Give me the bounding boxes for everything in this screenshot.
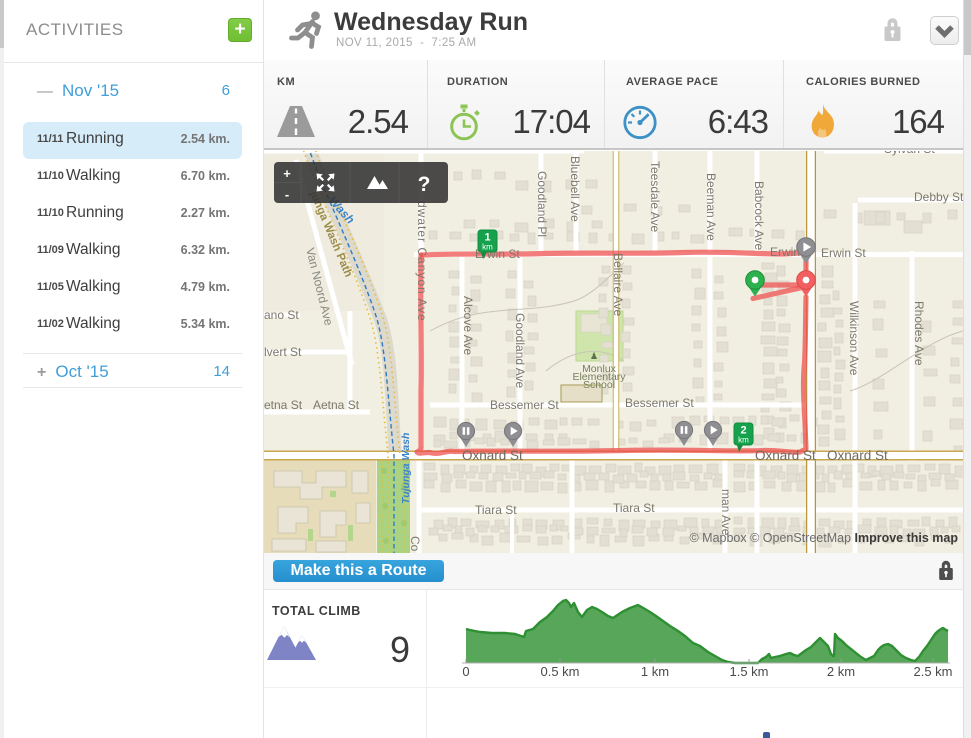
svg-text:© Mapbox © OpenStreetMap Impro: © Mapbox © OpenStreetMap Improve this ma… — [689, 531, 958, 545]
svg-text:Sylvan St: Sylvan St — [884, 151, 935, 156]
svg-text:1: 1 — [484, 232, 490, 244]
svg-text:dwater Canyon Ave: dwater Canyon Ave — [415, 201, 429, 322]
svg-text:Tujunga Wash: Tujunga Wash — [400, 433, 412, 504]
svg-text:Bluebell Ave: Bluebell Ave — [568, 156, 582, 222]
svg-text:0.5 km: 0.5 km — [540, 664, 579, 679]
svg-text:?: ? — [418, 173, 431, 196]
svg-text:-: - — [285, 187, 289, 202]
svg-text:man Ave: man Ave — [719, 489, 733, 536]
svg-text:♟: ♟ — [590, 351, 598, 361]
svg-text:Bessemer St: Bessemer St — [490, 398, 559, 412]
svg-text:Beeman Ave: Beeman Ave — [704, 173, 718, 241]
svg-text:Debby St: Debby St — [914, 190, 963, 204]
svg-text:Teesdale Ave: Teesdale Ave — [648, 161, 662, 232]
svg-text:Tiara St: Tiara St — [613, 501, 655, 515]
svg-text:km: km — [738, 436, 749, 445]
svg-text:Tiara St: Tiara St — [475, 503, 517, 517]
svg-text:Erwin: Erwin — [770, 245, 800, 259]
svg-text:Erwin St: Erwin St — [821, 246, 866, 260]
svg-text:etna St: etna St — [264, 398, 303, 412]
svg-text:2 km: 2 km — [827, 664, 855, 679]
svg-text:Co: Co — [408, 536, 422, 552]
svg-text:+: + — [283, 166, 291, 181]
svg-text:Bessemer St: Bessemer St — [625, 396, 694, 410]
svg-text:Elementary: Elementary — [572, 371, 626, 383]
svg-text:Goodland Pl: Goodland Pl — [535, 171, 549, 237]
svg-text:Aetna St: Aetna St — [313, 398, 360, 412]
svg-text:School: School — [583, 379, 615, 391]
svg-text:Goodland Ave: Goodland Ave — [513, 313, 527, 389]
svg-text:1.5 km: 1.5 km — [729, 664, 768, 679]
svg-text:Bellaire Ave: Bellaire Ave — [611, 253, 625, 316]
svg-text:Babcock Ave: Babcock Ave — [752, 181, 766, 250]
svg-text:Oxnard St: Oxnard St — [827, 448, 888, 463]
svg-text:0: 0 — [462, 664, 469, 679]
svg-text:Oxnard St: Oxnard St — [462, 448, 523, 463]
svg-text:km: km — [482, 243, 493, 252]
svg-text:lvert St: lvert St — [264, 345, 302, 359]
svg-text:1 km: 1 km — [641, 664, 669, 679]
svg-text:Rhodes Ave: Rhodes Ave — [912, 301, 926, 366]
svg-text:Monlux: Monlux — [582, 363, 617, 375]
svg-text:Wilkinson Ave: Wilkinson Ave — [847, 301, 861, 376]
svg-text:2: 2 — [740, 425, 746, 437]
svg-text:Oxnard St: Oxnard St — [755, 448, 816, 463]
svg-text:ano St: ano St — [264, 308, 299, 322]
svg-text:Alcove Ave: Alcove Ave — [461, 296, 475, 355]
svg-text:2.5 km: 2.5 km — [913, 664, 952, 679]
